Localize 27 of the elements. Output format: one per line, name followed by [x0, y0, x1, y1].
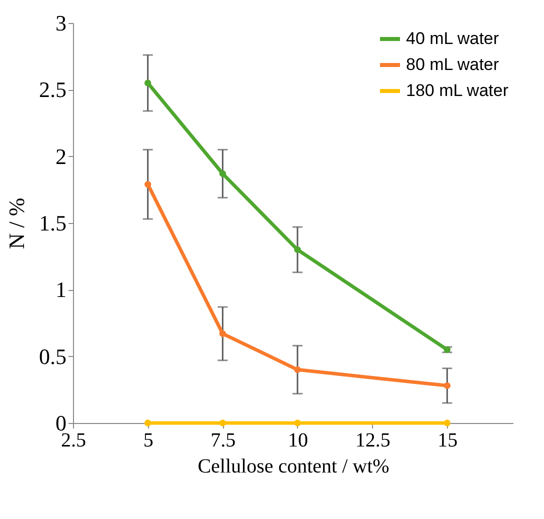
- point: [294, 420, 301, 426]
- point: [144, 80, 152, 86]
- y-tick-label: 2.5: [39, 77, 66, 102]
- point: [144, 180, 152, 188]
- point: [444, 420, 451, 426]
- x-tick-label: 5: [143, 430, 154, 452]
- y-tick-label: 0.5: [39, 344, 66, 369]
- point: [144, 420, 152, 426]
- point: [294, 246, 301, 254]
- x-tick-label: 7.5: [210, 430, 236, 452]
- x-axis-title: Cellulose content / wt%: [198, 456, 390, 478]
- point: [219, 330, 226, 338]
- y-tick-label: 3: [56, 10, 66, 36]
- point: [219, 420, 226, 426]
- legend-label: 80 mL water: [406, 55, 500, 74]
- y-axis-title: N / %: [4, 198, 29, 250]
- legend-label: 180 mL water: [406, 81, 509, 100]
- x-tick-label: 12.5: [355, 430, 390, 452]
- x-tick-label: 15: [438, 430, 458, 452]
- point: [444, 382, 451, 390]
- x-tick-label: 10: [288, 430, 308, 452]
- y-tick-label: 1.5: [39, 210, 66, 236]
- point: [294, 366, 301, 374]
- y-tick-label: 1: [56, 277, 66, 302]
- y-tick-label: 2: [56, 144, 66, 169]
- legend-label: 40 mL water: [406, 29, 500, 48]
- point: [219, 170, 226, 178]
